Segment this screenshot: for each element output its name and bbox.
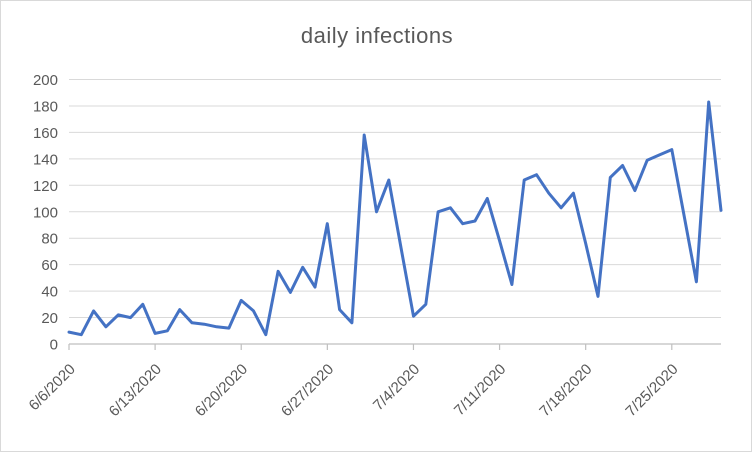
x-axis-tick-label: 6/20/2020 (192, 361, 251, 420)
x-axis-tick-label: 6/6/2020 (26, 361, 79, 414)
y-axis-tick-label: 120 (33, 178, 58, 195)
y-axis-tick-label: 180 (33, 98, 58, 115)
y-axis-tick-label: 60 (41, 257, 58, 274)
x-axis-tick-label: 6/13/2020 (106, 361, 165, 420)
x-axis-tick-label: 7/25/2020 (622, 361, 681, 420)
y-axis-tick-label: 0 (50, 337, 58, 354)
y-axis-tick-label: 40 (41, 284, 58, 301)
x-axis-tick-label: 7/11/2020 (451, 361, 509, 419)
y-axis-tick-label: 200 (33, 72, 58, 89)
y-axis-tick-label: 140 (33, 151, 58, 168)
y-axis-tick-label: 80 (41, 231, 58, 248)
chart-title: daily infections (300, 23, 454, 48)
x-axis-tick-label: 7/18/2020 (536, 361, 595, 420)
y-axis-tick-label: 100 (33, 204, 58, 221)
y-axis-tick-label: 20 (41, 310, 58, 327)
y-axis-tick-label: 160 (33, 125, 58, 142)
x-axis-tick-label: 7/4/2020 (370, 361, 423, 414)
infections-series-line (67, 100, 723, 337)
x-axis-tick-label: 6/27/2020 (278, 361, 337, 420)
